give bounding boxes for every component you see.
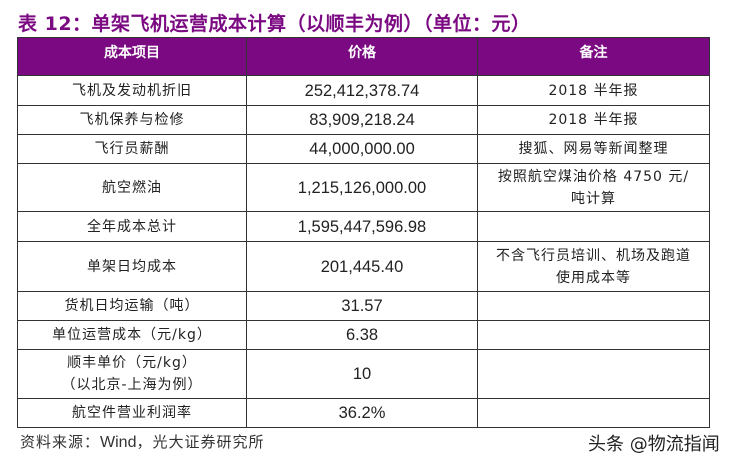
- cost-item-text: 飞机及发动机折旧: [72, 82, 192, 99]
- note-cell: 2018 半年报: [477, 75, 710, 106]
- cost-item-cell: 飞机及发动机折旧: [17, 75, 247, 106]
- cost-item-cell: 顺丰单价（元/kg） （以北京-上海为例）: [17, 349, 247, 399]
- table-row: 全年成本总计 1,595,447,596.98: [17, 211, 710, 242]
- note-cell: [477, 398, 710, 428]
- note-cell: [477, 291, 710, 321]
- cost-item-text: （以北京-上海为例）: [61, 377, 203, 393]
- cost-item-cell: 飞行员薪酬: [17, 134, 247, 164]
- note-text: 使用成本等: [556, 269, 631, 286]
- cost-item-cell: 单架日均成本: [17, 241, 247, 292]
- table-row: 飞行员薪酬 44,000,000.00 搜狐、网易等新闻整理: [17, 134, 710, 164]
- cost-item-cell: 航空件营业利润率: [17, 398, 247, 428]
- header-cost-item: 成本项目: [17, 37, 247, 76]
- table-row: 单位运营成本（元/kg） 6.38: [17, 320, 710, 350]
- note-cell: [477, 349, 710, 399]
- note-cell: 搜狐、网易等新闻整理: [477, 134, 710, 164]
- price-cell: 201,445.40: [246, 241, 478, 292]
- note-cell: 不含飞行员培训、机场及跑道 使用成本等: [477, 241, 710, 292]
- cost-item-cell: 航空燃油: [17, 163, 247, 212]
- source-wind: Wind: [100, 434, 137, 451]
- cost-item-text: 单架日均成本: [87, 258, 177, 275]
- cost-item-text: 飞机保养与检修: [79, 112, 185, 128]
- cost-item-text: 航空件营业利润率: [72, 405, 192, 421]
- note-cell: [477, 320, 710, 350]
- price-cell: 6.38: [246, 320, 478, 350]
- cost-item-text: 全年成本总计: [87, 218, 177, 235]
- source-suffix: ，光大证券研究所: [136, 433, 265, 451]
- source-prefix: 资料来源：: [20, 433, 101, 451]
- table-row: 顺丰单价（元/kg） （以北京-上海为例） 10: [17, 349, 710, 399]
- cost-item-cell: 飞机保养与检修: [17, 105, 247, 135]
- cost-table: 成本项目 价格 备注 飞机及发动机折旧 252,412,378.74 2018 …: [17, 37, 710, 428]
- table-row: 货机日均运输（吨） 31.57: [17, 291, 710, 321]
- price-cell: 10: [246, 349, 478, 399]
- cost-item-cell: 全年成本总计: [17, 211, 247, 242]
- note-cell: [477, 211, 710, 242]
- note-cell: 按照航空煤油价格 4750 元/ 吨计算: [477, 163, 710, 212]
- cost-item-text: 货机日均运输（吨）: [64, 298, 200, 314]
- table-header-row: 成本项目 价格 备注: [17, 37, 710, 76]
- table-row: 飞机及发动机折旧 252,412,378.74 2018 半年报: [17, 75, 710, 106]
- table-title: 表 12：单架飞机运营成本计算（以顺丰为例）（单位：元）: [18, 13, 531, 35]
- price-cell: 31.57: [246, 291, 478, 321]
- note-text: 按照航空煤油价格 4750 元/: [497, 168, 690, 185]
- cost-item-cell: 货机日均运输（吨）: [17, 291, 247, 321]
- price-cell: 1,595,447,596.98: [246, 211, 478, 242]
- header-note: 备注: [477, 37, 710, 76]
- note-text: 2018 半年报: [548, 112, 639, 128]
- cost-item-cell: 单位运营成本（元/kg）: [17, 320, 247, 350]
- note-text: 2018 半年报: [548, 82, 639, 99]
- watermark: 头条 @物流指闻: [588, 434, 720, 455]
- price-cell: 83,909,218.24: [246, 105, 478, 135]
- price-cell: 36.2%: [246, 398, 478, 428]
- note-text: 搜狐、网易等新闻整理: [518, 141, 669, 157]
- cost-item-text: 航空燃油: [102, 179, 162, 196]
- table-row: 飞机保养与检修 83,909,218.24 2018 半年报: [17, 105, 710, 135]
- price-cell: 1,215,126,000.00: [246, 163, 478, 212]
- note-text: 吨计算: [571, 190, 616, 207]
- table-row: 航空燃油 1,215,126,000.00 按照航空煤油价格 4750 元/ 吨…: [17, 163, 710, 212]
- price-cell: 252,412,378.74: [246, 75, 478, 106]
- table-row: 单架日均成本 201,445.40 不含飞行员培训、机场及跑道 使用成本等: [17, 241, 710, 292]
- source-note: 资料来源：Wind，光大证券研究所: [20, 431, 264, 452]
- cost-item-text: 顺丰单价（元/kg）: [67, 355, 197, 371]
- note-text: 不含飞行员培训、机场及跑道: [496, 247, 691, 264]
- note-cell: 2018 半年报: [477, 105, 710, 135]
- header-price: 价格: [246, 37, 478, 76]
- cost-item-text: 单位运营成本（元/kg）: [52, 327, 212, 343]
- price-cell: 44,000,000.00: [246, 134, 478, 164]
- table-row: 航空件营业利润率 36.2%: [17, 398, 710, 428]
- cost-item-text: 飞行员薪酬: [94, 141, 170, 157]
